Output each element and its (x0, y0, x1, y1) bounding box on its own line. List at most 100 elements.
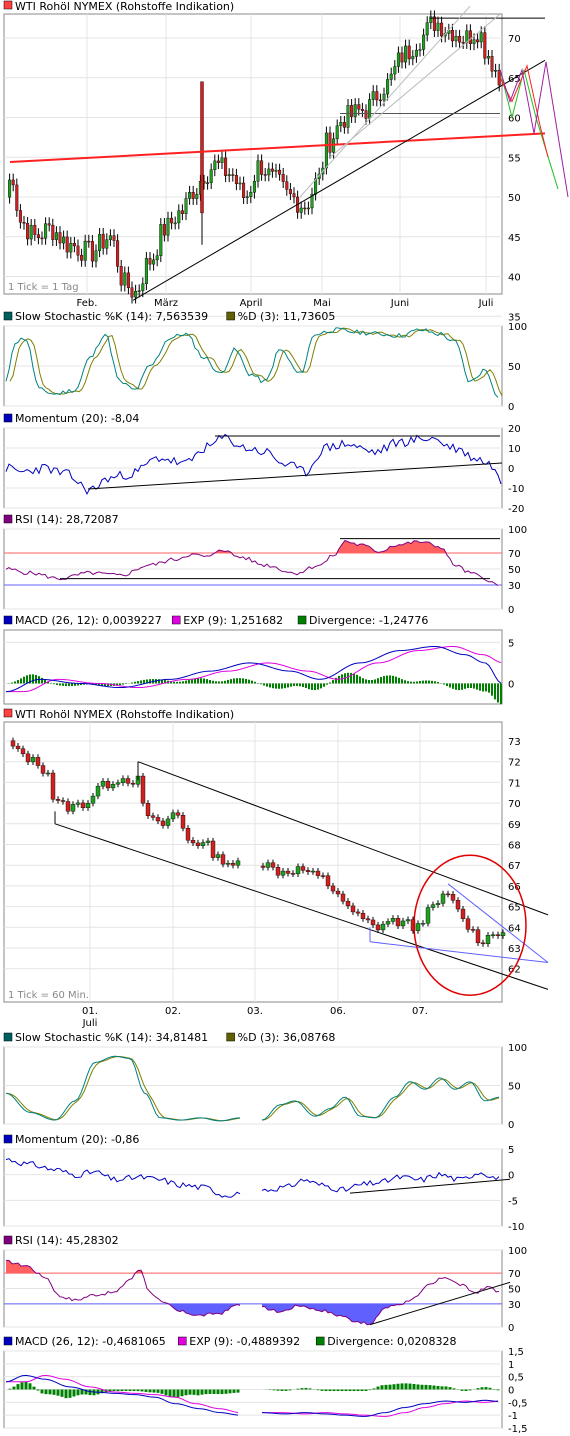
y-tick-label: 100 (508, 1246, 527, 1257)
y-tick-label: 70 (508, 1269, 521, 1280)
candle-body (15, 184, 19, 211)
legend-swatch (3, 1235, 13, 1245)
candle-body (105, 780, 111, 789)
candle-body (20, 748, 26, 755)
legend-swatch (178, 1336, 187, 1346)
candle-body (188, 192, 192, 199)
candle-body (100, 780, 106, 787)
candle-body (80, 254, 84, 261)
candle-body (98, 234, 102, 251)
candle-body (190, 840, 196, 844)
y-tick-label: -1,5 (508, 1424, 528, 1435)
candle-body (385, 921, 391, 925)
triangle-lower-line (369, 941, 549, 963)
candle-body (267, 168, 271, 176)
exp-line (262, 1400, 499, 1417)
candle-body (353, 104, 357, 117)
candle-body (245, 196, 249, 198)
candle-body (393, 66, 397, 75)
candle-body (380, 923, 386, 931)
candle-body (285, 870, 291, 874)
candle-body (112, 235, 116, 241)
candle-body (58, 232, 62, 244)
candle-body (265, 862, 271, 868)
legend-swatch (3, 311, 13, 321)
candle-body (69, 243, 73, 253)
candle-body (165, 818, 171, 826)
candle-body (45, 772, 51, 775)
candle-body (364, 110, 368, 119)
candle-body (40, 765, 46, 774)
y-tick-label: 100 (508, 1043, 527, 1054)
candle-body (159, 224, 163, 256)
channel-line (299, 5, 471, 198)
candle-body (184, 198, 188, 214)
trend-line (369, 1281, 511, 1326)
y-tick-label: 0 (508, 1120, 514, 1131)
candle-body (355, 911, 361, 914)
candle-body (270, 862, 276, 868)
y-tick-label: 10 (508, 444, 521, 455)
candle-body (360, 109, 364, 111)
channel-upper-line (137, 761, 549, 916)
candle-body (224, 157, 228, 176)
candle-body (335, 890, 341, 895)
y-tick-label: 70 (508, 799, 521, 810)
candle-body (435, 903, 441, 905)
candle-body (425, 907, 431, 924)
candle-body (375, 91, 379, 101)
y-tick-label: 64 (508, 923, 521, 934)
rsi-line (5, 539, 499, 587)
y-tick-label: 35 (508, 312, 521, 323)
candle-body (95, 785, 101, 797)
legend-swatch (3, 615, 13, 625)
candle-body (389, 73, 393, 80)
candle-body (328, 132, 332, 153)
candle-body (220, 157, 224, 163)
legend-label: Divergence: -1,24776 (309, 614, 428, 627)
candle-body (450, 30, 454, 42)
candle-body (33, 225, 37, 235)
candle-body (280, 870, 286, 876)
candle-body (382, 93, 386, 101)
candle-body (472, 39, 476, 44)
y-tick-label: 65 (508, 903, 521, 914)
candle-body (310, 193, 314, 209)
legend-label: %D (3): 36,08768 (238, 1031, 336, 1044)
legend-swatch (297, 615, 307, 625)
y-tick-label: -0,5 (508, 1398, 528, 1409)
candle-body (330, 885, 336, 892)
panel-intraday-macd: MACD (26, 12): -0,4681065 EXP (9): -0,488… (3, 1335, 528, 1435)
candle-body (429, 16, 433, 23)
tick-note: 1 Tick = 60 Min. (8, 990, 89, 1001)
y-tick-label: 50 (508, 565, 521, 576)
candle-body (365, 918, 371, 921)
candle-body (500, 932, 506, 936)
x-tick-label: März (154, 298, 178, 309)
x-tick-label: Juli (478, 298, 494, 309)
y-tick-label: 40 (508, 273, 521, 284)
legend-label: Divergence: 0,0208328 (327, 1335, 456, 1348)
candle-body (101, 234, 105, 249)
y-tick-label: 50 (508, 362, 521, 373)
legend-swatch (226, 311, 235, 321)
y-tick-label: -10 (508, 484, 524, 495)
candle-body (220, 854, 226, 865)
candle-body (404, 45, 408, 63)
candle-body (281, 174, 285, 182)
rsi-oversold-area (262, 1303, 499, 1325)
legend-label: Momentum (20): -0,86 (15, 1133, 139, 1146)
rsi-oversold-area (6, 1303, 240, 1317)
y-tick-label: -10 (508, 1222, 524, 1233)
panel-title: WTI Rohöl NYMEX (Rohstoffe Indikation) (15, 708, 234, 721)
panel-daily-stochastic: Slow Stochastic %K (14): 7,563539 %D (3):… (3, 310, 527, 413)
panel-intraday-momentum: Momentum (20): -0,86 5 0 -5 -10 (3, 1133, 524, 1233)
candle-body (185, 828, 191, 841)
y-tick-label: 100 (508, 322, 527, 333)
y-tick-label: 0 (508, 605, 514, 616)
x-tick-label: Mai (313, 298, 331, 309)
candle-body (18, 210, 22, 223)
candle-body (260, 865, 266, 868)
legend-swatch (226, 1032, 235, 1042)
y-tick-label: 63 (508, 944, 521, 955)
